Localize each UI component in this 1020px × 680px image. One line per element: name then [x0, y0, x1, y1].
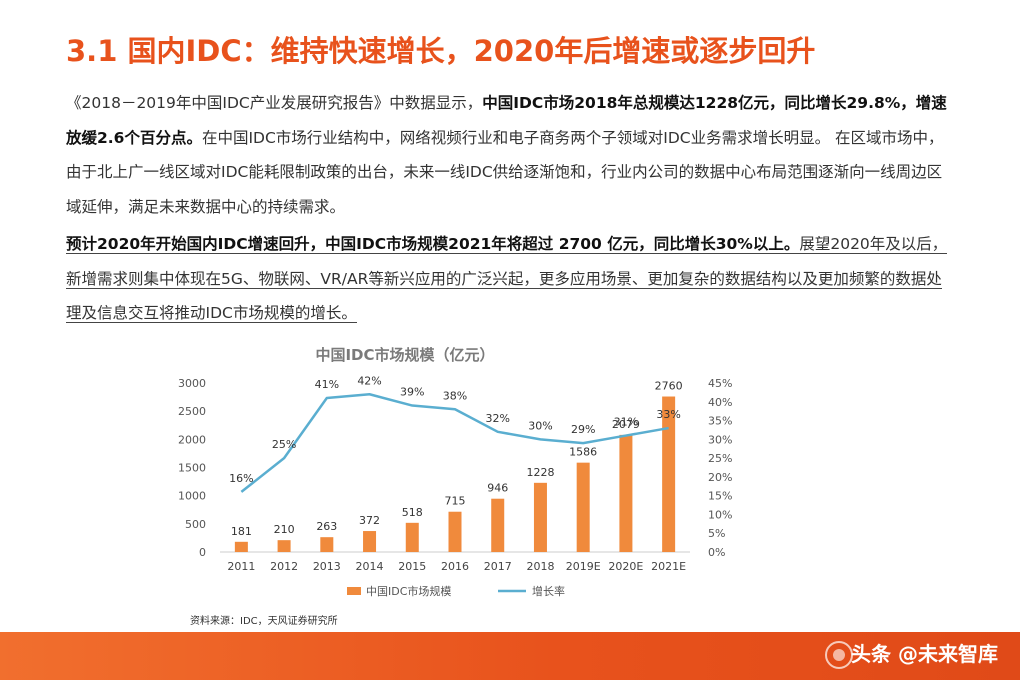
bar-value-label: 2079 — [612, 418, 640, 431]
legend-swatch-bar — [347, 587, 361, 595]
rate-label: 31% — [614, 416, 638, 429]
bar-value-label: 263 — [316, 520, 337, 533]
y-right-tick-label: 45% — [708, 377, 732, 390]
x-tick-label: 2019E — [566, 560, 601, 573]
legend-label-bar: 中国IDC市场规模 — [366, 584, 451, 598]
x-tick-label: 2021E — [651, 560, 686, 573]
bar — [363, 531, 377, 552]
y-right-tick-label: 40% — [708, 396, 732, 409]
y-right-tick-label: 20% — [708, 471, 732, 484]
x-tick-label: 2014 — [356, 560, 384, 573]
y-right-tick-label: 35% — [708, 415, 732, 428]
bar-value-label: 518 — [402, 506, 423, 519]
idc-market-chart: 中国IDC市场规模（亿元） 0 500 1000 1500 2000 2500 3000 0% 5… — [160, 335, 760, 635]
rate-label: 33% — [656, 408, 680, 421]
x-tick-label: 2020E — [608, 560, 643, 573]
rate-label: 16% — [229, 472, 253, 485]
y-right-tick-label: 15% — [708, 490, 732, 503]
rate-label: 32% — [486, 412, 510, 425]
y-left-tick-label: 0 — [199, 546, 206, 559]
rate-label: 30% — [528, 419, 552, 432]
bar — [277, 540, 291, 552]
page-title: 3.1 国内IDC：维持快速增长，2020年后增速或逐步回升 — [66, 34, 816, 68]
y-left-tick-label: 3000 — [178, 377, 206, 390]
legend-label-line: 增长率 — [532, 584, 565, 598]
bar-value-label: 1228 — [526, 466, 554, 479]
bar-value-label: 715 — [445, 495, 466, 508]
y-left-tick-label: 2000 — [178, 433, 206, 446]
y-left-tick-label: 500 — [185, 518, 206, 531]
x-tick-label: 2011 — [227, 560, 255, 573]
bar — [533, 482, 547, 552]
bar-value-label: 210 — [274, 523, 295, 536]
bar — [448, 511, 462, 552]
bar — [234, 541, 248, 552]
footer-band — [0, 632, 1020, 680]
para2-body: 预计2020年开始国内IDC增速回升，中国IDC市场规模2021年将超过 270… — [66, 235, 948, 323]
rate-label: 38% — [443, 389, 467, 402]
bar-value-label: 181 — [231, 525, 252, 538]
x-tick-label: 2012 — [270, 560, 298, 573]
para2-text-1: 展望2020年及以后，新增需求则集中体现在5G、物联网、VR/AR等新兴应用的广… — [66, 235, 948, 322]
source-note: 资料来源：IDC，天风证券研究所 — [190, 616, 338, 627]
y-right-tick-label: 30% — [708, 433, 732, 446]
chart-svg: 中国IDC市场规模（亿元） 0 500 1000 1500 2000 2500 3000 0% 5… — [178, 346, 732, 598]
chart-title: 中国IDC市场规模（亿元） — [315, 346, 494, 364]
bar-value-label: 1586 — [569, 446, 597, 459]
x-tick-label: 2016 — [441, 560, 469, 573]
logo-icon — [825, 641, 853, 669]
y-right-tick-label: 5% — [708, 527, 725, 540]
bar — [619, 434, 633, 552]
rate-label: 29% — [571, 423, 595, 436]
para1-text-1: 《2018－2019年中国IDC产业发展研究报告》中数据显示， — [66, 94, 483, 112]
y-left-tick-label: 2500 — [178, 405, 206, 418]
rate-label: 42% — [357, 374, 381, 387]
x-tick-label: 2018 — [526, 560, 554, 573]
x-tick-label: 2015 — [398, 560, 426, 573]
bar-value-label: 946 — [487, 482, 508, 495]
y-left-tick-label: 1500 — [178, 462, 206, 475]
bar — [662, 396, 676, 552]
x-tick-label: 2013 — [313, 560, 341, 573]
growth-rate-line — [240, 393, 669, 493]
para2-bold-1: 预计2020年开始国内IDC增速回升，中国IDC市场规模2021年将超过 270… — [66, 235, 800, 253]
rate-label: 39% — [400, 386, 424, 399]
paragraph-1: 《2018－2019年中国IDC产业发展研究报告》中数据显示，中国IDC市场20… — [66, 86, 956, 224]
y-right-tick-label: 0% — [708, 546, 725, 559]
x-tick-label: 2017 — [484, 560, 512, 573]
bar — [491, 498, 505, 552]
rate-label: 41% — [315, 378, 339, 391]
bar — [405, 522, 419, 552]
para1-bold-1: 中国IDC市场2018年总规模达1228亿元，同比增长29.8%，增速放缓2.6… — [66, 94, 947, 147]
rate-label: 25% — [272, 438, 296, 451]
watermark-text: 头条 @未来智库 — [851, 642, 998, 666]
bar-value-label: 2760 — [655, 380, 683, 393]
y-right-tick-label: 25% — [708, 452, 732, 465]
para1-text-2: 在中国IDC市场行业结构中，网络视频行业和电子商务两个子领域对IDC业务需求增长… — [66, 128, 944, 216]
bar — [320, 537, 334, 552]
paragraph-2: 预计2020年开始国内IDC增速回升，中国IDC市场规模2021年将超过 270… — [66, 227, 956, 331]
bar-value-label: 372 — [359, 514, 380, 527]
y-right-tick-label: 10% — [708, 508, 732, 521]
bar — [576, 462, 590, 552]
y-left-tick-label: 1000 — [178, 490, 206, 503]
